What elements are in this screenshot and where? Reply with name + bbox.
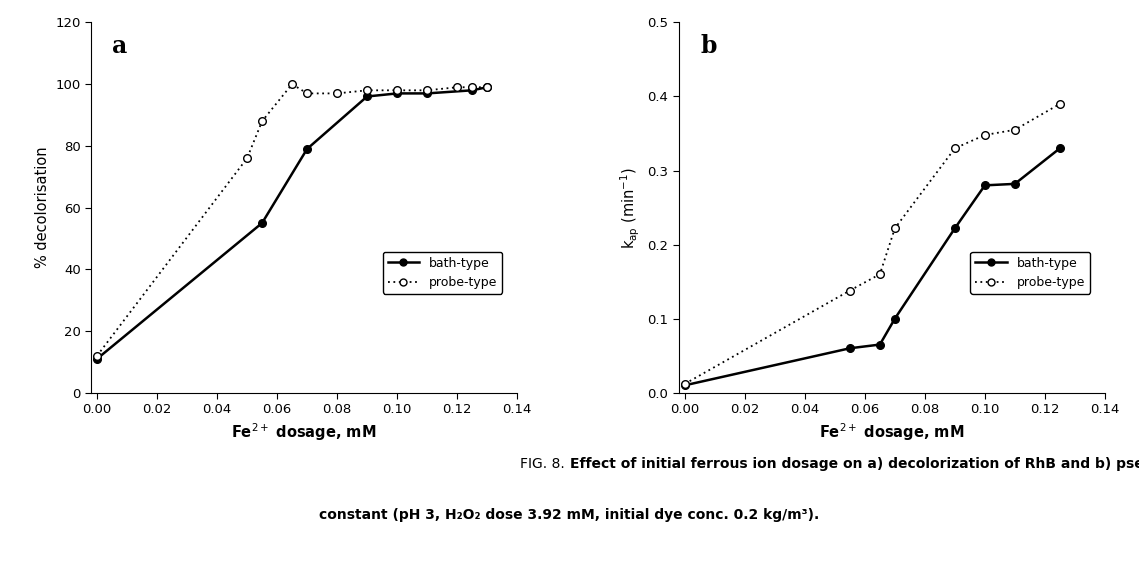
Text: FIG. 8.: FIG. 8. (521, 457, 570, 471)
Legend: bath-type, probe-type: bath-type, probe-type (383, 252, 502, 294)
X-axis label: Fe$^{2+}$ dosage, mM: Fe$^{2+}$ dosage, mM (231, 422, 377, 443)
X-axis label: Fe$^{2+}$ dosage, mM: Fe$^{2+}$ dosage, mM (819, 422, 965, 443)
Y-axis label: % decolorisation: % decolorisation (35, 147, 50, 268)
Y-axis label: k$_\mathregular{ap}$ (min$^{-1}$): k$_\mathregular{ap}$ (min$^{-1}$) (618, 167, 642, 249)
Text: b: b (700, 34, 716, 58)
Text: Effect of initial ferrous ion dosage on a) decolorization of RhB and b) pseudo-f: Effect of initial ferrous ion dosage on … (570, 457, 1139, 471)
Text: constant (pH 3, H₂O₂ dose 3.92 mM, initial dye conc. 0.2 kg/m³).: constant (pH 3, H₂O₂ dose 3.92 mM, initi… (319, 508, 820, 522)
Text: a: a (113, 34, 128, 58)
Legend: bath-type, probe-type: bath-type, probe-type (970, 252, 1090, 294)
